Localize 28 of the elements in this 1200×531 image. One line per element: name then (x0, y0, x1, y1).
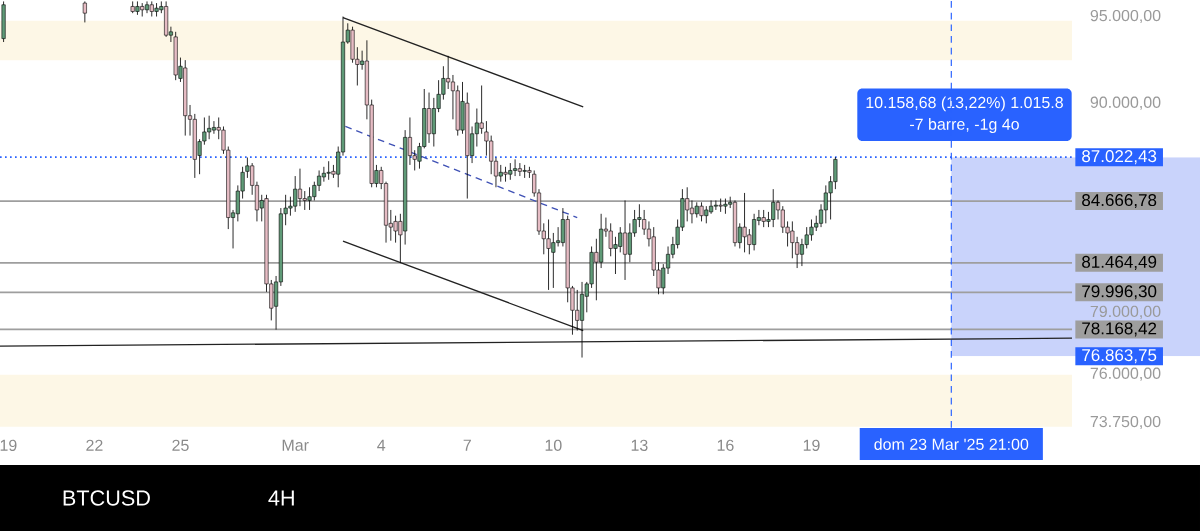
x-tick-label: 10 (545, 439, 562, 451)
y-tick-label: 79.000,00 (1090, 305, 1161, 319)
x-tick-label: 7 (463, 439, 471, 451)
y-tick-label: 90.000,00 (1090, 96, 1161, 110)
ref-line-label: 84.666,78 (1082, 194, 1157, 209)
ref-line-label: 87.022,43 (1082, 150, 1157, 165)
x-tick-label: 22 (86, 439, 103, 451)
band-label: 10.158,68 (13,22%) 1.015.8 (866, 96, 1063, 112)
ref-line-label: dom 23 Mar '25 21:00 (874, 438, 1029, 450)
x-tick-label: 19 (803, 439, 820, 451)
x-tick-label: 13 (631, 439, 648, 451)
y-tick-label: 76.000,00 (1090, 367, 1161, 381)
ref-line-label: 78.168,42 (1082, 322, 1157, 337)
x-tick-label: 4 (377, 439, 386, 451)
y-tick-label: 95.000,00 (1090, 9, 1161, 24)
annotation: -7 barre, -1g 4o (910, 118, 1019, 134)
x-tick-label: 19 (0, 439, 17, 451)
candlestick (82, 0, 87, 23)
text: 4H (268, 490, 294, 506)
text: BTCUSD (63, 490, 150, 506)
text: 76.863,75 (1082, 349, 1157, 364)
x-tick-label: Mar (282, 439, 309, 451)
x-tick-label: 16 (717, 439, 734, 451)
candlestick (144, 0, 150, 14)
x-tick-label: 25 (172, 439, 189, 451)
y-tick-label: 73.750,00 (1090, 415, 1161, 430)
ref-line-label: 79.996,30 (1082, 285, 1157, 300)
ref-line-label: 81.464,49 (1082, 255, 1157, 270)
